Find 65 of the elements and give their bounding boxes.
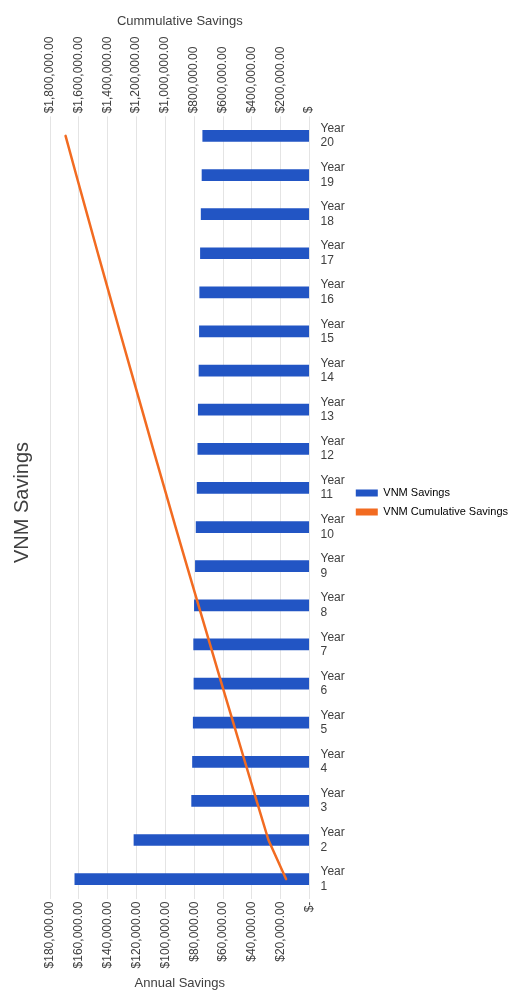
x2-tick-label: $1,600,000.00	[70, 36, 85, 114]
y-tick-label: Year 16	[320, 277, 345, 306]
x2-tick-label: $800,000.00	[186, 46, 201, 114]
bar	[74, 873, 310, 885]
x2-tick-label: $400,000.00	[243, 46, 258, 114]
x2-tick-label: $1,000,000.00	[157, 36, 172, 114]
y-tick-label: Year 1	[320, 864, 345, 893]
bar	[200, 208, 310, 220]
y-tick-label: Year 11	[320, 473, 345, 502]
y-tick-label: Year 2	[320, 825, 345, 854]
y-tick-label: Year 13	[320, 394, 345, 424]
bar	[200, 247, 310, 260]
x-tick-label: $80,000.00	[186, 901, 201, 962]
y-tick-label: Year 15	[320, 316, 345, 345]
x-tick-label: $60,000.00	[215, 901, 230, 962]
legend-label: VNM Cumulative Savings	[383, 505, 509, 518]
y-tick-label: Year 8	[320, 590, 345, 619]
bar	[133, 834, 310, 846]
y-tick-label: Year 17	[320, 238, 345, 267]
bar	[199, 325, 310, 338]
bar	[195, 560, 310, 573]
text: VNM Savings	[9, 441, 32, 564]
bar	[197, 442, 310, 455]
y-tick-label: Year 12	[320, 433, 345, 463]
y-tick-label: Year 14	[320, 355, 345, 385]
y-tick-label: Year 9	[320, 551, 345, 580]
legend-label: VNM Savings	[383, 486, 451, 499]
x-tick-label: $120,000.00	[128, 901, 143, 969]
y-tick-label: Year 6	[320, 668, 345, 698]
bar	[193, 677, 310, 690]
x-tick-label: $20,000.00	[273, 901, 288, 962]
bar	[191, 795, 310, 807]
x-tick-label: $160,000.00	[71, 901, 86, 969]
x-tick-label: $180,000.00	[42, 901, 57, 969]
y-tick-label: Year 10	[320, 512, 345, 541]
bar	[197, 403, 310, 416]
y-tick-label: Year 4	[320, 746, 345, 776]
bar	[201, 169, 310, 181]
x2-axis-title: Cummulative Savings	[116, 13, 244, 29]
x2-tick-label: $1,200,000.00	[128, 36, 143, 114]
x2-tick-label: $1,400,000.00	[99, 36, 114, 114]
y-tick-label: Year 20	[320, 121, 345, 150]
x-axis-title: Annual Savings	[134, 974, 226, 990]
bar	[193, 638, 310, 651]
x2-tick-label: $	[301, 106, 316, 114]
bar	[202, 130, 310, 142]
bar	[196, 482, 310, 494]
x2-tick-label: $200,000.00	[272, 46, 287, 114]
bar	[192, 716, 310, 729]
x2-tick-label: $1,800,000.00	[41, 36, 56, 114]
x2-tick-label: $600,000.00	[214, 46, 229, 114]
y-tick-label: Year 19	[320, 160, 345, 189]
bar	[199, 286, 310, 299]
y-tick-label: Year 18	[320, 199, 345, 228]
bar	[198, 364, 310, 377]
x-tick-label: $100,000.00	[157, 901, 172, 969]
x-tick-label: $-	[301, 901, 316, 913]
x-tick-label: $40,000.00	[244, 901, 259, 962]
bar	[192, 755, 310, 768]
bar	[194, 599, 310, 612]
y-tick-label: Year 3	[320, 785, 345, 815]
y-tick-label: Year 5	[320, 707, 345, 737]
y-tick-label: Year 7	[320, 629, 345, 658]
bar	[195, 521, 310, 533]
x-tick-label: $140,000.00	[99, 901, 114, 969]
